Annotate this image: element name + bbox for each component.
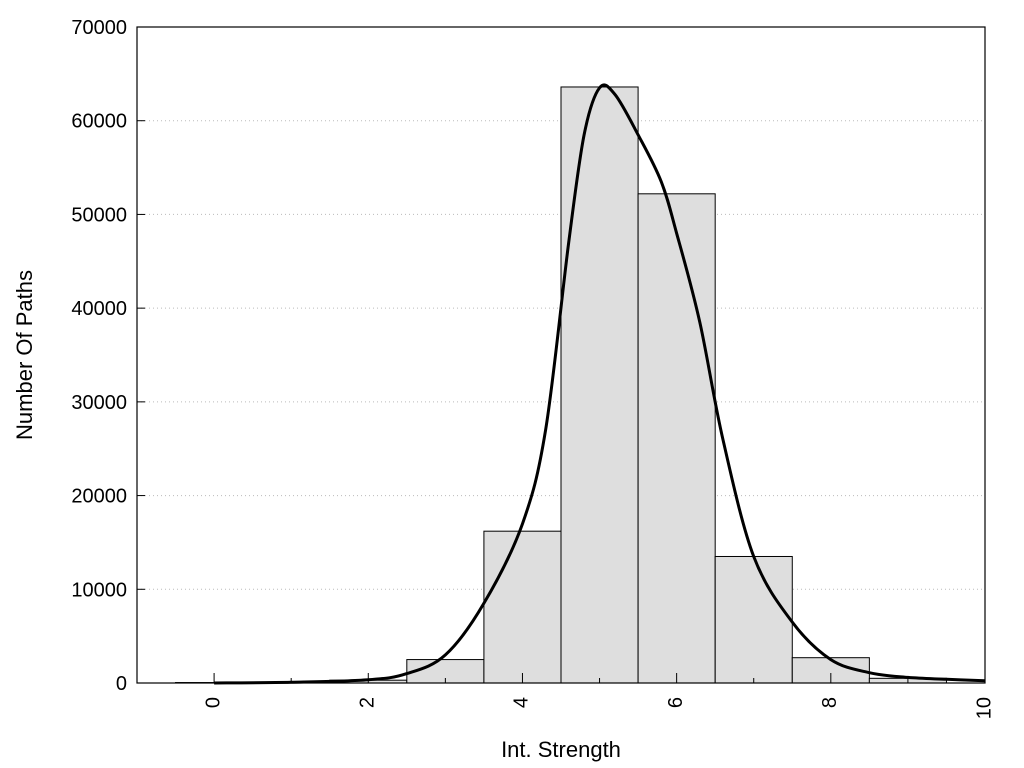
y-tick-label: 30000: [71, 392, 127, 414]
x-axis-ticks: 0 2 4 6 8 10: [202, 673, 995, 719]
histogram-bar: [560, 86, 639, 684]
y-tick-label: 10000: [71, 579, 127, 601]
histogram-bar: [483, 530, 562, 684]
x-tick-label: 10: [973, 697, 995, 719]
y-tick-label: 70000: [71, 17, 127, 39]
x-tick-label: 0: [202, 697, 224, 708]
density-curve: [214, 83, 986, 685]
histogram-bar: [714, 555, 793, 684]
density-curve-group: [214, 83, 986, 685]
y-tick-label: 50000: [71, 204, 127, 226]
histogram-bars: [175, 86, 947, 684]
x-tick-label: 6: [665, 697, 687, 708]
y-axis-ticks: 0 10000 20000 30000 40000 50000 60000 70000: [71, 17, 145, 695]
x-tick-label: 2: [357, 697, 379, 708]
x-tick-label: 8: [819, 697, 841, 708]
y-tick-label: 60000: [71, 111, 127, 133]
x-axis-title: Int. Strength: [501, 737, 621, 762]
y-axis-title: Number Of Paths: [12, 270, 37, 440]
y-tick-label: 0: [116, 673, 127, 695]
y-tick-label: 40000: [71, 298, 127, 320]
x-tick-label: 4: [511, 697, 533, 708]
y-tick-label: 20000: [71, 486, 127, 508]
plot-frame: [136, 26, 986, 684]
histogram-bar: [637, 193, 716, 684]
